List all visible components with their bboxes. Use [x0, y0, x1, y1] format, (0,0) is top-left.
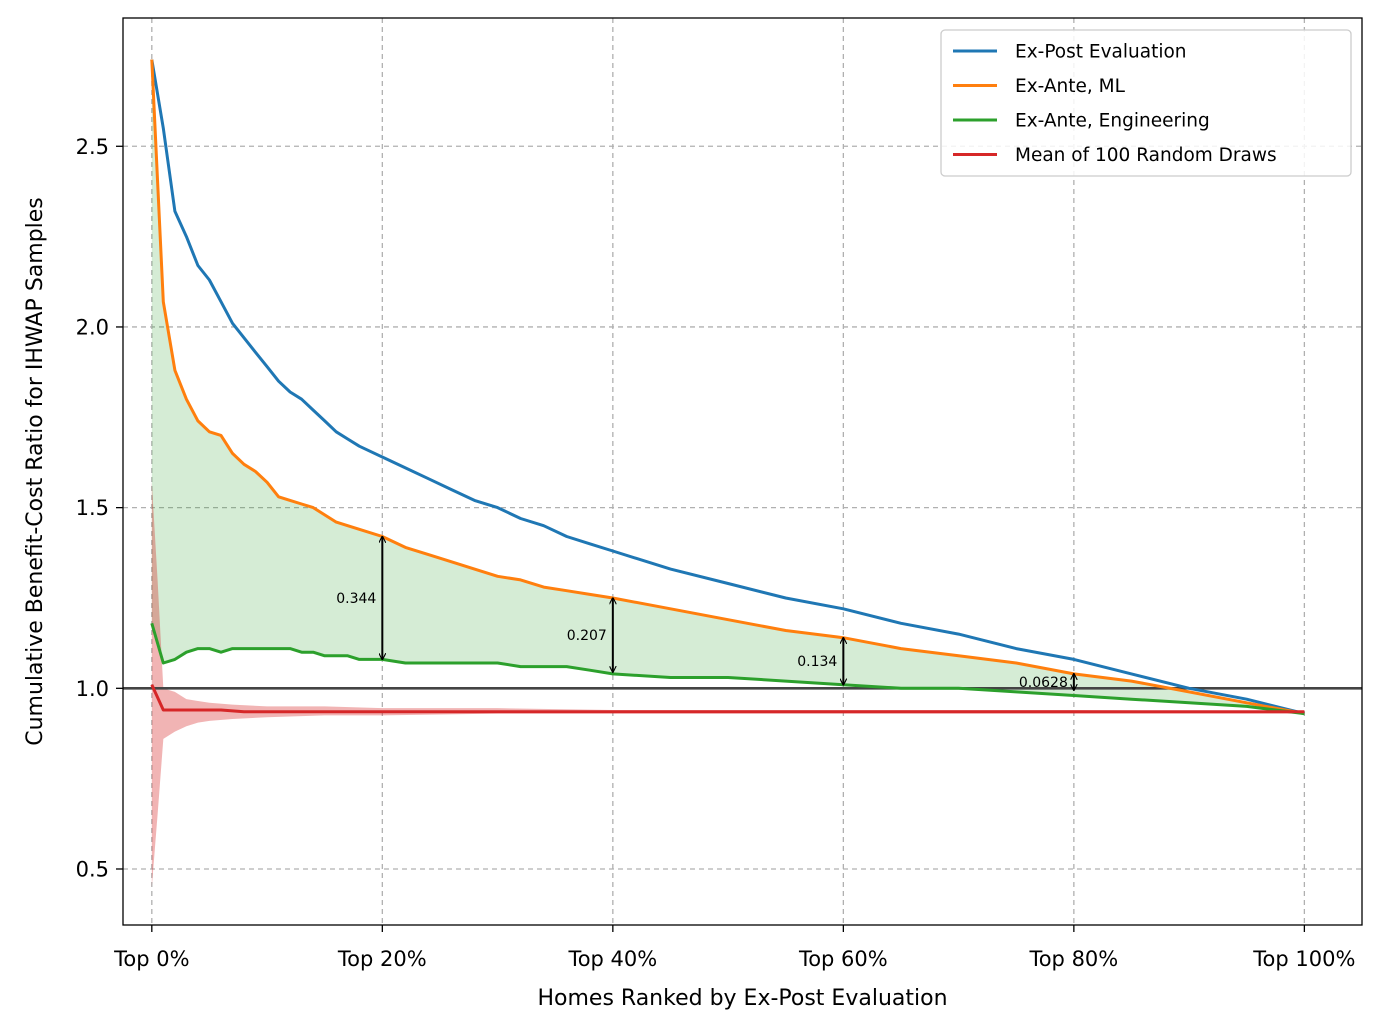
- legend: Ex-Post Evaluation Ex-Ante, ML Ex-Ante, En…: [940, 29, 1352, 177]
- annotation-label: 0.207: [567, 628, 607, 644]
- series-lines: [150, 59, 1305, 716]
- x-tick-label: Top 20%: [337, 947, 427, 971]
- annotation-label: 0.344: [336, 591, 376, 607]
- plot-frame: [122, 17, 1363, 926]
- y-tick-label: 1.0: [76, 677, 109, 701]
- y-axis-label: Cumulative Benefit-Cost Ratio for IHWAP …: [23, 197, 48, 746]
- y-axis-ticks: 0.5 1.0 1.5 2.0 2.5: [76, 135, 123, 881]
- x-tick-label: Top 40%: [567, 947, 657, 971]
- x-tick-label: Top 100%: [1252, 947, 1355, 971]
- x-axis-label: Homes Ranked by Ex-Post Evaluation: [537, 986, 947, 1011]
- y-tick-label: 1.5: [76, 496, 109, 520]
- series-line-mean-of-100-random-draws: [150, 684, 1305, 714]
- series-line-ex-ante-ml: [150, 59, 1305, 716]
- x-axis-ticks: Top 0% Top 20% Top 40% Top 60% Top 80% Top 10…: [113, 925, 1355, 971]
- legend-box: [940, 29, 1352, 177]
- x-tick-label: Top 80%: [1028, 947, 1118, 971]
- legend-entry-mean-of-100-random-draws: Mean of 100 Random Draws: [1015, 145, 1277, 166]
- legend-entry-ex-post-evaluation: Ex-Post Evaluation: [1015, 42, 1187, 63]
- x-tick-label: Top 60%: [798, 947, 888, 971]
- y-tick-label: 2.0: [76, 315, 109, 339]
- series-line-ex-post-evaluation: [150, 59, 1305, 716]
- series-line-ex-ante-engineering: [150, 622, 1305, 716]
- legend-entry-ex-ante-ml: Ex-Ante, ML: [1015, 76, 1126, 97]
- gap-annotations: 0.344 0.207 0.134 0.0628: [336, 537, 1074, 691]
- y-tick-label: 2.5: [76, 135, 109, 159]
- legend-entry-ex-ante-engineering: Ex-Ante, Engineering: [1015, 111, 1210, 132]
- annotation-label: 0.0628: [1019, 675, 1068, 691]
- shaded-bands: [151, 59, 1305, 888]
- y-tick-label: 0.5: [76, 857, 109, 881]
- annotation-label: 0.134: [797, 654, 837, 670]
- grid-lines: [123, 18, 1362, 925]
- x-tick-label: Top 0%: [113, 947, 189, 971]
